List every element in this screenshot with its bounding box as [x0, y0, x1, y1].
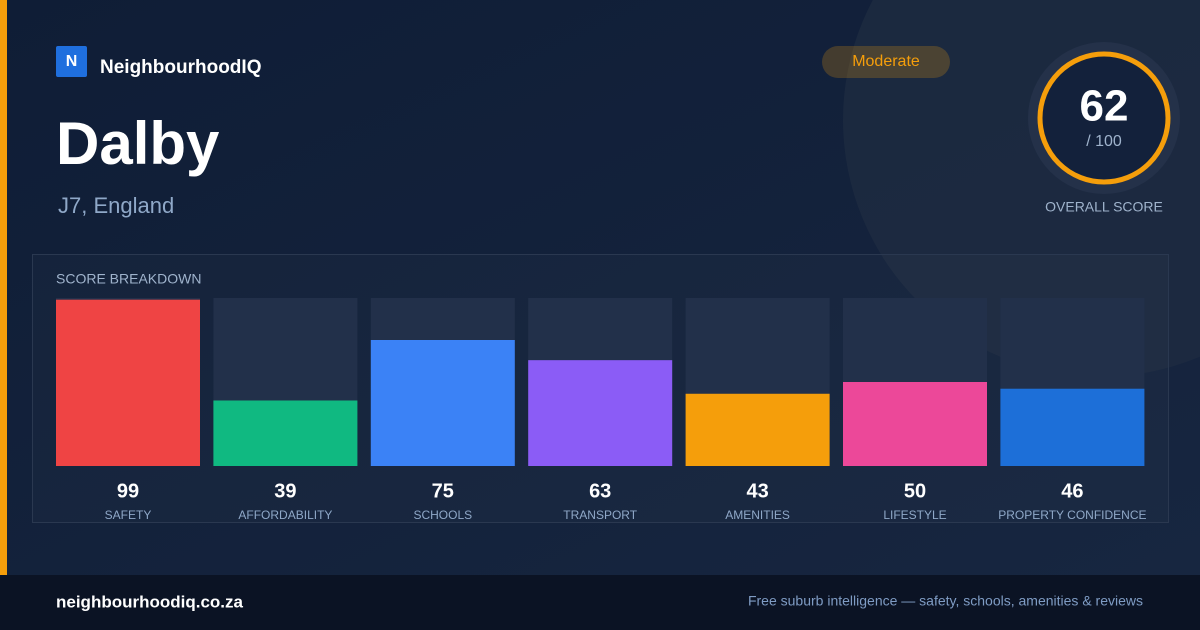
- overall-label: OVERALL SCORE: [1045, 199, 1163, 215]
- footer-tagline: Free suburb intelligence — safety, schoo…: [748, 593, 1143, 609]
- brand-name: NeighbourhoodIQ: [100, 57, 261, 78]
- value-label: 43: [746, 480, 768, 502]
- chart-title: SCORE BREAKDOWN: [56, 271, 201, 287]
- bars: 99 SAFETY 39 AFFORDABILITY 75 SCHOOLS 63 TRANSP…: [56, 298, 1147, 522]
- category-label: PROPERTY CONFIDENCE: [998, 508, 1146, 522]
- overall-score: 62: [1080, 82, 1129, 131]
- bar: [370, 340, 515, 466]
- logo: [56, 46, 87, 77]
- bar: [1000, 388, 1145, 466]
- breakdown-panel: [32, 254, 1169, 523]
- value-label: 75: [432, 480, 454, 502]
- subtitle: J7, England: [58, 193, 174, 218]
- category-label: LIFESTYLE: [883, 508, 946, 522]
- bar: [685, 393, 830, 466]
- category-label: AFFORDABILITY: [238, 508, 332, 522]
- overall-max: / 100: [1086, 133, 1122, 150]
- accent-stripe: [0, 0, 7, 575]
- bar: [843, 382, 987, 466]
- footer: [0, 575, 1200, 630]
- bar: [56, 299, 200, 466]
- badge-text: Moderate: [852, 53, 920, 70]
- logo-text: N: [66, 53, 78, 70]
- category-label: SCHOOLS: [413, 508, 472, 522]
- value-label: 63: [589, 480, 611, 502]
- title: Dalby: [56, 110, 220, 177]
- footer-site: neighbourhoodiq.co.za: [56, 592, 244, 611]
- score-ring: [1037, 51, 1171, 185]
- value-label: 50: [904, 480, 926, 502]
- category-label: AMENITIES: [725, 508, 790, 522]
- bar: [528, 360, 673, 466]
- category-label: SAFETY: [105, 508, 152, 522]
- value-label: 39: [274, 480, 296, 502]
- badge: [822, 46, 950, 78]
- bar: [213, 400, 358, 466]
- value-label: 99: [117, 480, 139, 502]
- category-label: TRANSPORT: [563, 508, 637, 522]
- value-label: 46: [1061, 480, 1083, 502]
